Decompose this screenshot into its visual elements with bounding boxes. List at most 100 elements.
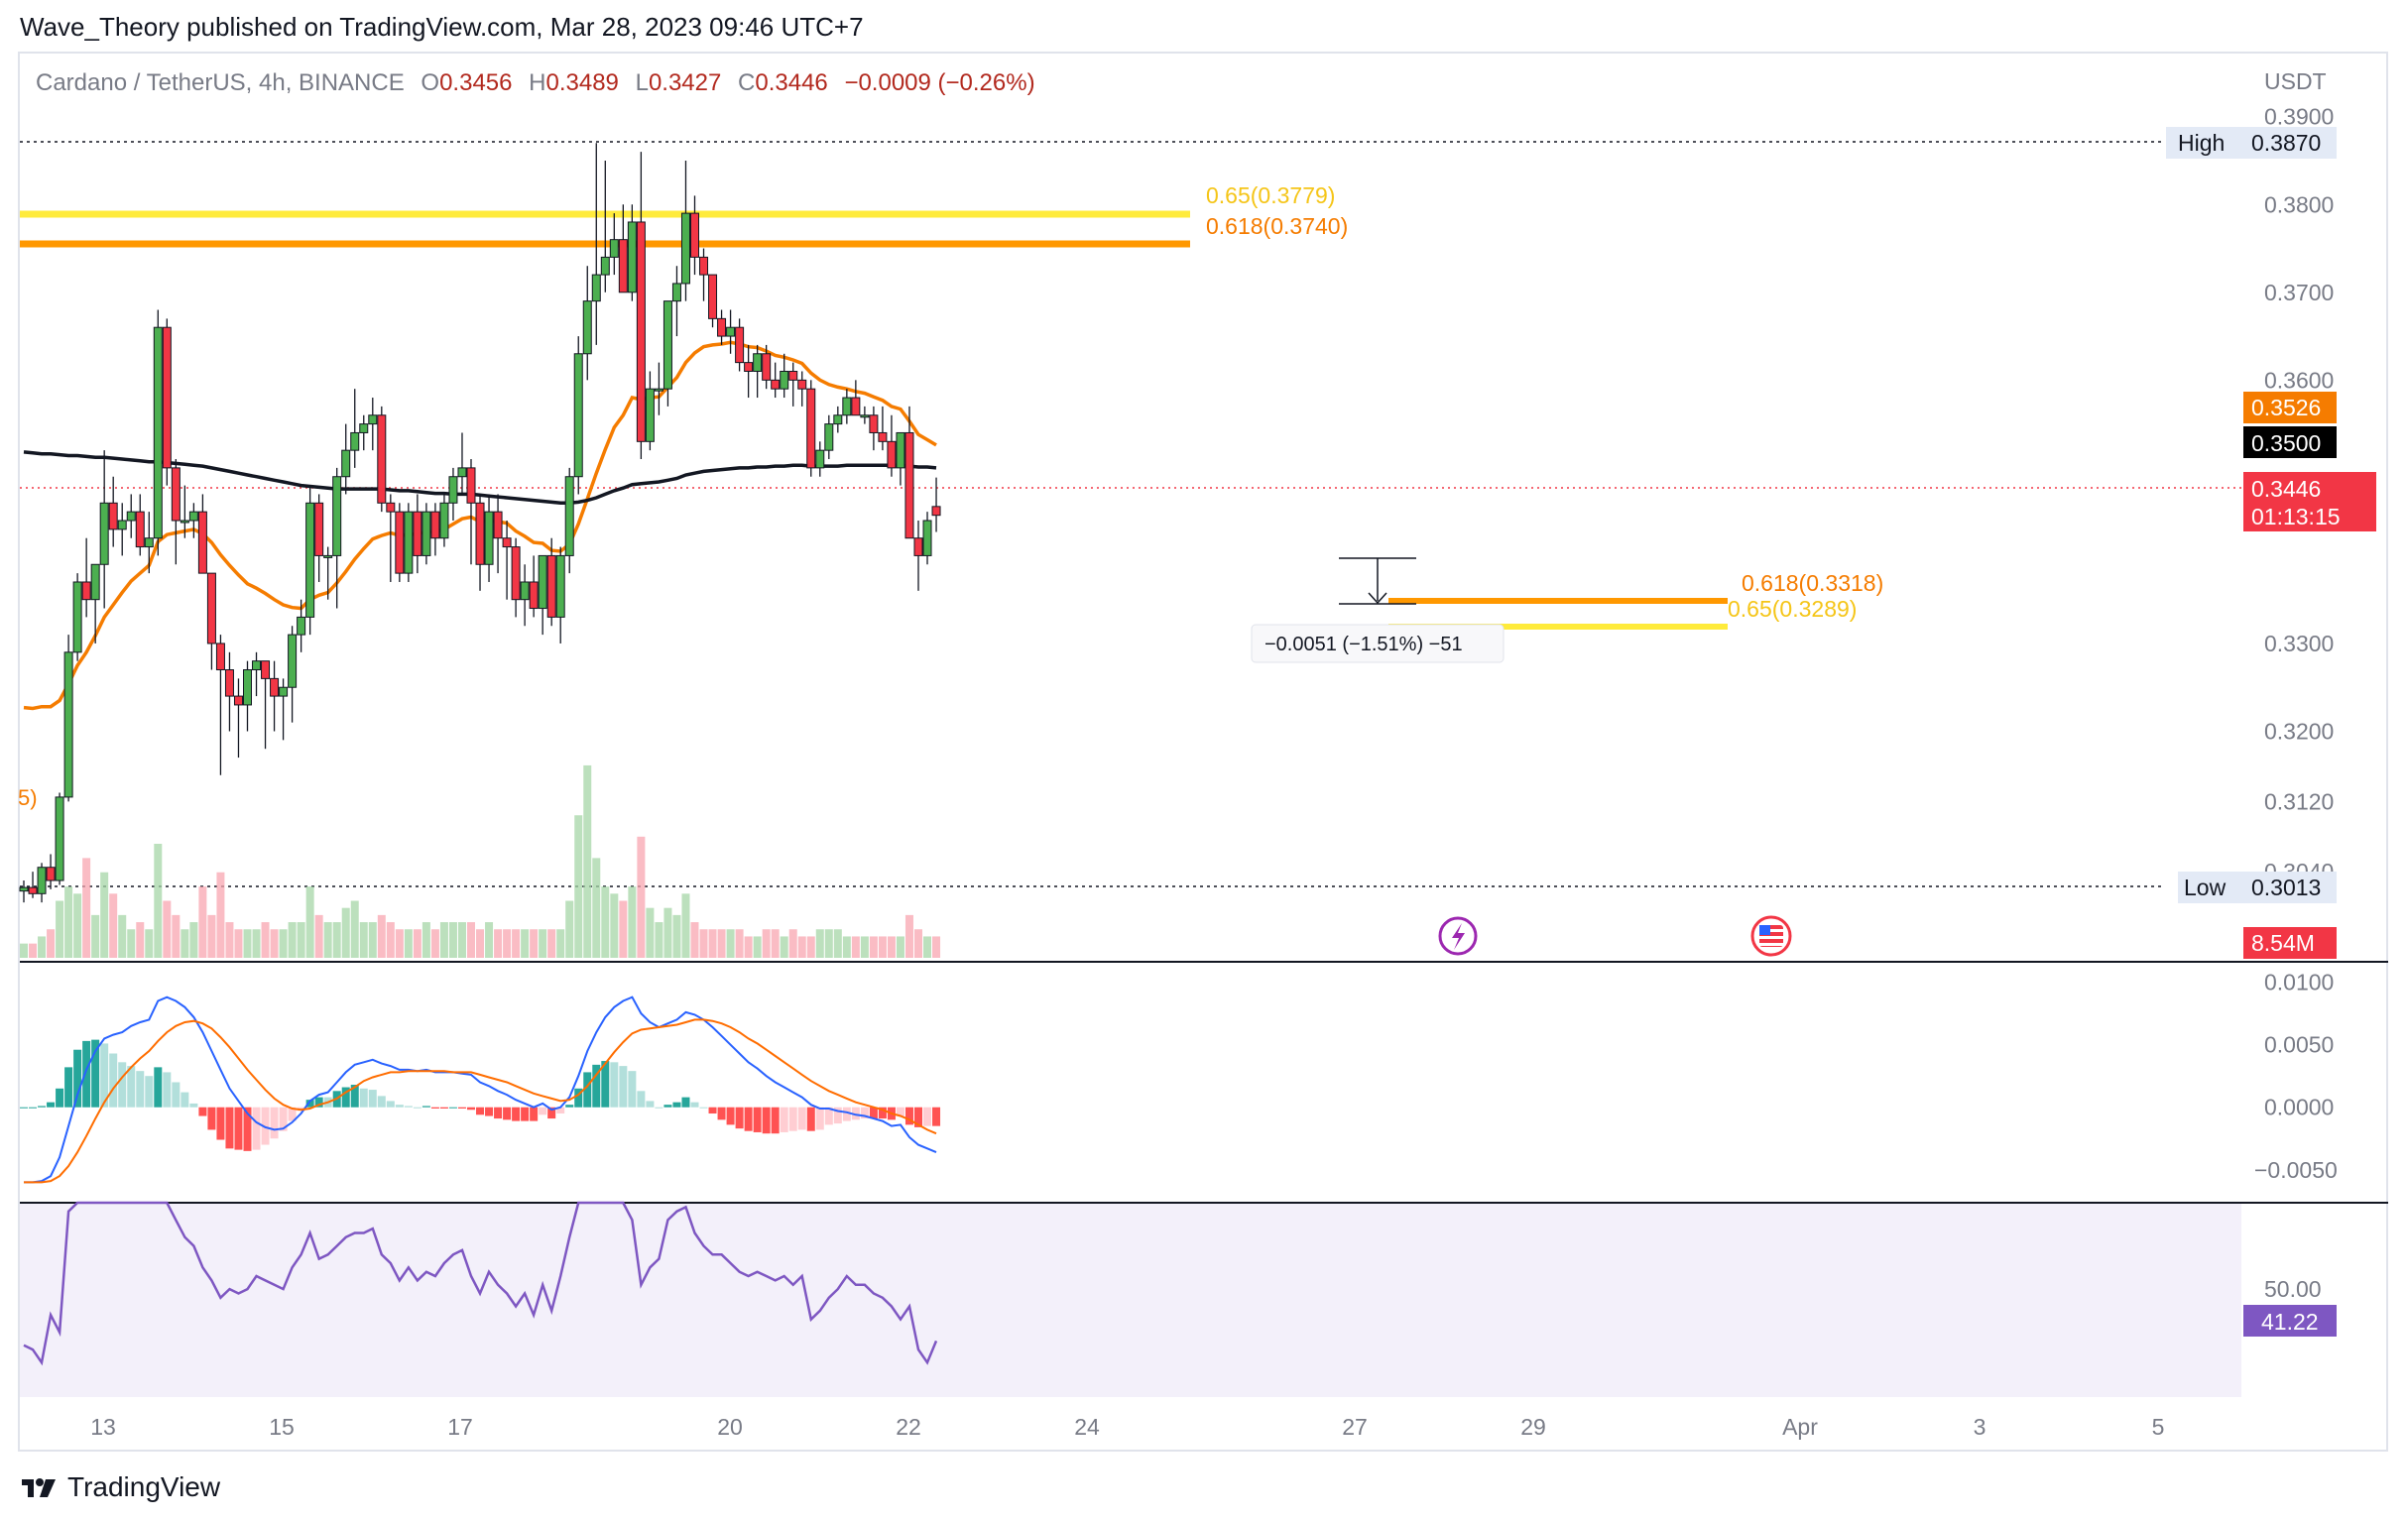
time-tick-label: 24: [1074, 1414, 1100, 1440]
volume-bar: [914, 929, 922, 958]
close-value: 0.3446: [755, 69, 828, 96]
volume-bar: [753, 936, 762, 958]
volume-bar: [386, 922, 395, 958]
macd-histogram-bar: [780, 1107, 788, 1132]
macd-histogram-bar: [225, 1107, 234, 1149]
time-tick-label: 27: [1342, 1414, 1368, 1440]
change-value: −0.0009 (−0.26%): [844, 69, 1035, 96]
volume-bar: [663, 907, 672, 958]
volume-bar: [20, 943, 28, 958]
macd-histogram-bar: [216, 1107, 225, 1140]
candle-up: [439, 502, 449, 539]
volume-bar: [163, 900, 172, 958]
us-flag-event-icon[interactable]: [1750, 915, 1792, 957]
macd-histogram-bar: [744, 1107, 753, 1131]
volume-bar: [842, 936, 851, 958]
candle-down: [771, 379, 781, 390]
candle-up: [323, 554, 333, 558]
price-tick-label: 0.3800: [2264, 191, 2334, 217]
ema-orange-badge: 0.3526: [2243, 392, 2337, 423]
candle-up: [279, 686, 289, 697]
volume-bar: [64, 886, 73, 958]
volume-bar: [601, 886, 610, 958]
candle-down: [413, 511, 422, 556]
candle-down: [386, 502, 396, 513]
measure-tool[interactable]: −0.0051 (−1.51%) −51: [1251, 557, 1505, 663]
candle-up: [922, 520, 932, 556]
candle-up: [180, 520, 189, 524]
macd-histogram-bar: [29, 1107, 38, 1109]
volume-bar: [717, 929, 726, 958]
macd-histogram-bar: [539, 1107, 547, 1115]
macd-histogram-bar: [681, 1097, 690, 1108]
macd-signal-line: [24, 1018, 937, 1184]
candle-up: [448, 476, 458, 504]
candle-down: [108, 502, 118, 530]
volume-bar: [547, 929, 556, 958]
candle-up: [19, 886, 29, 892]
macd-histogram-bar: [118, 1062, 127, 1108]
volume-bar: [699, 929, 708, 958]
symbol-legend: Cardano / TetherUS, 4h, BINANCE O0.3456 …: [36, 69, 1035, 97]
candle-down: [511, 546, 521, 601]
candle-layer: [19, 143, 941, 903]
volume-bar: [413, 929, 421, 958]
candle-down: [708, 274, 718, 319]
macd-histogram-bar: [91, 1039, 100, 1108]
candle-up: [609, 239, 619, 258]
macd-tick-label: 0.0000: [2264, 1095, 2334, 1120]
volume-bar: [619, 900, 628, 958]
macd-histogram-bar: [172, 1082, 181, 1108]
volume-bar: [181, 929, 189, 958]
candle-down: [502, 537, 512, 548]
price-tick-label: 0.3600: [2264, 367, 2334, 393]
macd-layer: [20, 995, 941, 1184]
candle-up: [404, 511, 414, 574]
time-tick-label: 17: [447, 1414, 473, 1440]
dividend-event-icon[interactable]: [1438, 916, 1478, 956]
volume-bar: [521, 929, 530, 958]
volume-layer: [20, 764, 941, 958]
fib-bot-0618-label: 0.618(0.3318): [1742, 570, 1883, 596]
candle-down: [878, 431, 888, 442]
macd-histogram-bar: [341, 1087, 350, 1108]
time-tick-label: 5: [2152, 1414, 2165, 1440]
ema-orange-badge-value: 0.3526: [2251, 395, 2321, 420]
tradingview-brand[interactable]: TradingView: [20, 1471, 220, 1503]
volume-bar: [655, 922, 663, 958]
candle-down: [529, 581, 539, 610]
volume-bar: [136, 922, 145, 958]
macd-tick-label: 0.0100: [2264, 970, 2334, 995]
macd-histogram-bar: [869, 1107, 878, 1119]
time-tick-label: 3: [1974, 1414, 1987, 1440]
macd-histogram-bar: [56, 1088, 64, 1108]
high-badge-value: 0.3870: [2251, 130, 2321, 156]
candle-up: [627, 221, 637, 293]
candle-down: [699, 256, 709, 276]
macd-histogram-bar: [592, 1064, 601, 1108]
rsi-badge: 41.22: [2243, 1305, 2337, 1337]
macd-histogram-bar: [109, 1053, 118, 1108]
candle-up: [297, 616, 306, 636]
volume-bar: [368, 922, 377, 958]
volume-bar: [815, 929, 824, 958]
macd-histogram-bar: [47, 1102, 56, 1108]
macd-histogram-bar: [82, 1040, 91, 1108]
axis-layer: 0.3900 0.3800 0.3700 0.3600 0.3300 0.3200 0.31…: [90, 104, 2338, 1440]
macd-histogram-bar: [842, 1107, 851, 1121]
volume-bar: [708, 929, 717, 958]
volume-bar: [726, 929, 735, 958]
macd-histogram-bar: [788, 1107, 797, 1131]
macd-histogram-bar: [377, 1096, 386, 1108]
volume-bar: [297, 922, 305, 958]
macd-histogram-bar: [189, 1103, 198, 1108]
macd-histogram-bar: [904, 1107, 913, 1125]
macd-histogram-bar: [127, 1066, 136, 1108]
candle-down: [913, 537, 923, 556]
candle-up: [555, 554, 565, 618]
volume-bar: [314, 914, 323, 958]
candle-down: [904, 431, 914, 539]
left-clipped-label: 5): [18, 785, 38, 810]
macd-histogram-bar: [314, 1097, 323, 1108]
